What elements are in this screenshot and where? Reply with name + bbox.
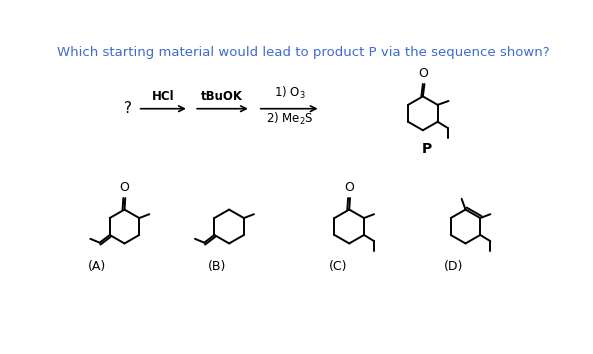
Text: O: O xyxy=(419,67,429,80)
Text: HCl: HCl xyxy=(152,90,174,103)
Text: 1) O$_3$: 1) O$_3$ xyxy=(274,85,305,101)
Text: (C): (C) xyxy=(329,259,347,273)
Text: O: O xyxy=(120,181,129,194)
Text: Which starting material would lead to product P via the sequence shown?: Which starting material would lead to pr… xyxy=(57,46,550,58)
Text: (A): (A) xyxy=(88,259,107,273)
Text: (B): (B) xyxy=(208,259,227,273)
Text: O: O xyxy=(345,181,354,194)
Text: tBuOK: tBuOK xyxy=(201,90,243,103)
Text: 2) Me$_2$S: 2) Me$_2$S xyxy=(266,111,313,127)
Text: ?: ? xyxy=(125,101,132,116)
Text: P: P xyxy=(422,142,432,156)
Text: (D): (D) xyxy=(444,259,464,273)
